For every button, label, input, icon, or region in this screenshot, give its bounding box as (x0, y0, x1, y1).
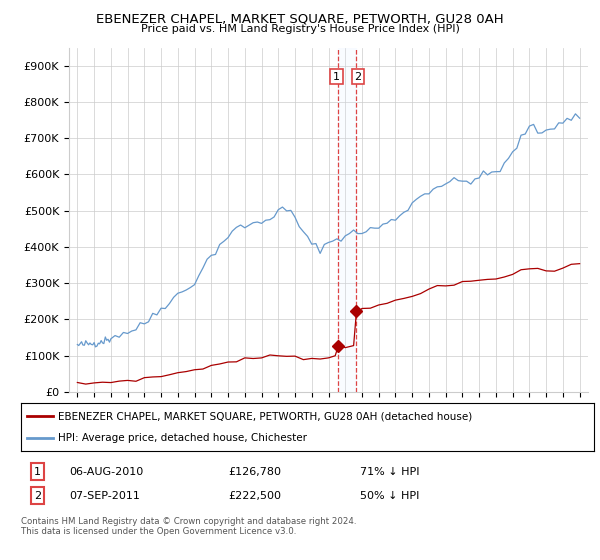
Text: HPI: Average price, detached house, Chichester: HPI: Average price, detached house, Chic… (58, 433, 307, 443)
Text: Contains HM Land Registry data © Crown copyright and database right 2024.: Contains HM Land Registry data © Crown c… (21, 517, 356, 526)
Text: £126,780: £126,780 (228, 466, 281, 477)
Text: 06-AUG-2010: 06-AUG-2010 (69, 466, 143, 477)
Text: EBENEZER CHAPEL, MARKET SQUARE, PETWORTH, GU28 0AH: EBENEZER CHAPEL, MARKET SQUARE, PETWORTH… (96, 12, 504, 25)
Text: 2: 2 (34, 491, 41, 501)
Text: 71% ↓ HPI: 71% ↓ HPI (360, 466, 419, 477)
Text: This data is licensed under the Open Government Licence v3.0.: This data is licensed under the Open Gov… (21, 528, 296, 536)
Text: 07-SEP-2011: 07-SEP-2011 (69, 491, 140, 501)
Bar (338, 48, 356, 392)
Text: 2: 2 (355, 72, 362, 82)
Text: EBENEZER CHAPEL, MARKET SQUARE, PETWORTH, GU28 0AH (detached house): EBENEZER CHAPEL, MARKET SQUARE, PETWORTH… (58, 411, 472, 421)
Text: 50% ↓ HPI: 50% ↓ HPI (360, 491, 419, 501)
Text: £222,500: £222,500 (228, 491, 281, 501)
Text: Price paid vs. HM Land Registry's House Price Index (HPI): Price paid vs. HM Land Registry's House … (140, 24, 460, 34)
Text: 1: 1 (333, 72, 340, 82)
Text: 1: 1 (34, 466, 41, 477)
